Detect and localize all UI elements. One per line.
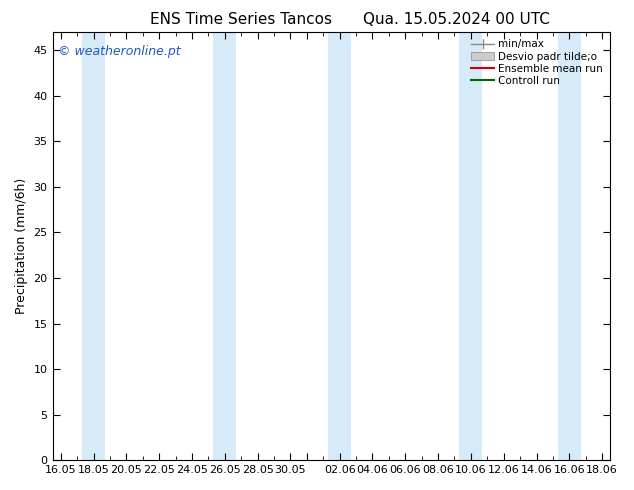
Legend: min/max, Desvio padr tilde;o, Ensemble mean run, Controll run: min/max, Desvio padr tilde;o, Ensemble m…: [469, 37, 605, 88]
Bar: [460, 32, 482, 460]
Text: © weatheronline.pt: © weatheronline.pt: [58, 45, 181, 58]
Bar: [328, 32, 351, 460]
Y-axis label: Precipitation (mm/6h): Precipitation (mm/6h): [15, 178, 28, 314]
Bar: [213, 32, 236, 460]
Text: Qua. 15.05.2024 00 UTC: Qua. 15.05.2024 00 UTC: [363, 12, 550, 27]
Bar: [558, 32, 581, 460]
Bar: [82, 32, 105, 460]
Text: ENS Time Series Tancos: ENS Time Series Tancos: [150, 12, 332, 27]
